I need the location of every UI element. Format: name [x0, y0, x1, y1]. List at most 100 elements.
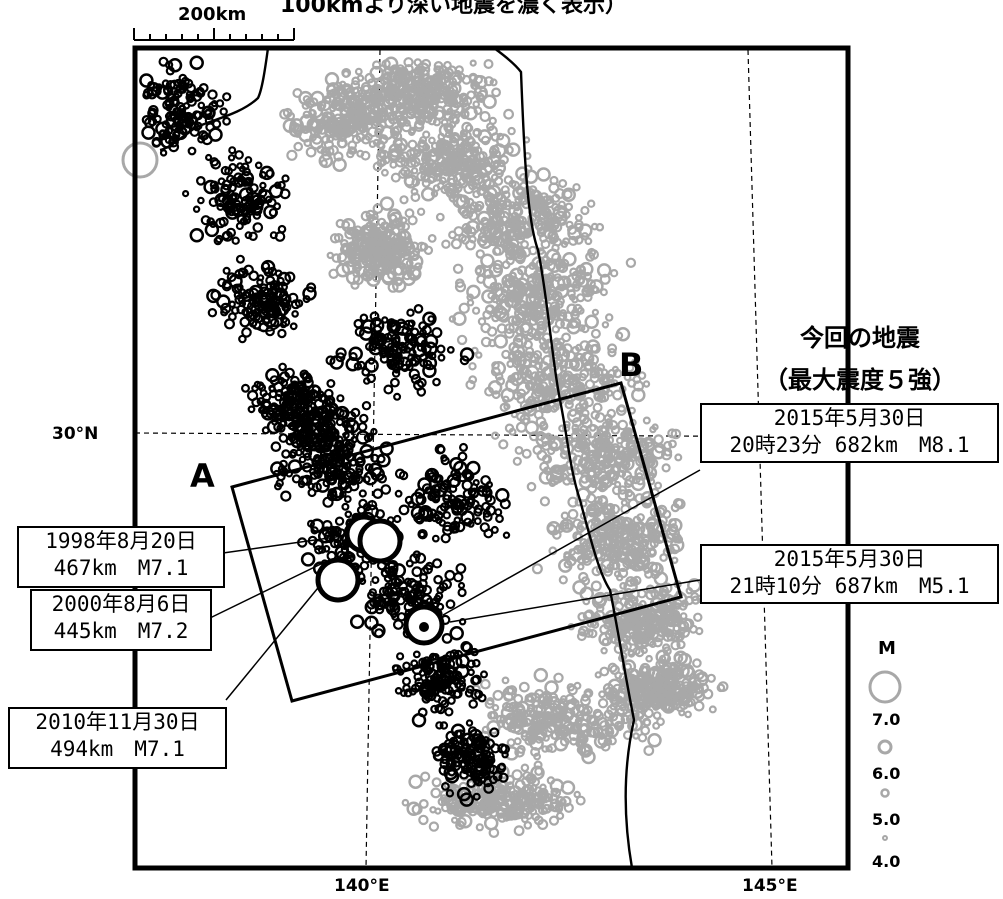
deep-epicenter-dot — [269, 375, 280, 386]
shallow-epicenter-dot — [351, 86, 360, 95]
shallow-epicenter-dot — [352, 269, 361, 278]
shallow-epicenter-dot — [499, 402, 509, 412]
shallow-epicenter-dot — [637, 693, 646, 702]
shallow-epicenter-dot — [525, 288, 536, 299]
deep-epicenter-dot — [286, 384, 297, 395]
deep-epicenter-dot — [178, 84, 188, 94]
deep-epicenter-dot — [362, 475, 371, 484]
annotation-detail: 21時10分 687km M5.1 — [729, 574, 970, 598]
deep-epicenter-dot — [297, 380, 307, 390]
shallow-epicenter-dot — [387, 270, 397, 281]
shallow-epicenter-dot — [484, 178, 496, 190]
shallow-epicenter-dot — [466, 284, 481, 300]
shallow-epicenter-dot — [544, 680, 559, 695]
deep-epicenter-dot — [241, 383, 251, 393]
shallow-epicenter-dot — [483, 76, 494, 87]
shallow-epicenter-dot — [548, 305, 557, 314]
point-a-label: A — [190, 457, 215, 495]
shallow-epicenter-dot — [491, 431, 500, 440]
deep-epicenter-dot — [300, 552, 316, 567]
shallow-epicenter-dot — [557, 275, 572, 290]
shallow-epicenter-dot — [328, 268, 339, 279]
shallow-epicenter-dot — [469, 201, 479, 211]
shallow-epicenter-dot — [423, 110, 434, 120]
shallow-epicenter-dot — [427, 147, 442, 163]
shallow-epicenter-dot — [432, 166, 443, 176]
shallow-epicenter-dot — [410, 187, 419, 196]
shallow-epicenter-dot — [446, 107, 454, 115]
shallow-epicenter-dot — [512, 226, 522, 235]
shallow-epicenter-dot — [512, 456, 522, 466]
shallow-epicenter-dot — [360, 129, 369, 137]
deep-epicenter-dot — [406, 308, 415, 317]
shallow-epicenter-dot — [513, 737, 522, 746]
shallow-epicenter-dot — [456, 138, 465, 147]
shallow-epicenter-dot — [548, 435, 563, 451]
shallow-epicenter-dot — [590, 328, 601, 339]
deep-epicenter-dot — [383, 384, 394, 395]
deep-epicenter-dot — [437, 353, 446, 362]
shallow-epicenter-dot — [620, 448, 631, 459]
shallow-epicenter-dot — [631, 524, 641, 534]
shallow-epicenter-dot — [625, 257, 637, 268]
shallow-epicenter-dot — [339, 128, 349, 138]
shallow-epicenter-dot — [452, 263, 464, 274]
shallow-epicenter-dot — [465, 379, 476, 390]
shallow-epicenter-dot — [393, 264, 405, 276]
shallow-epicenter-dot — [644, 682, 653, 691]
deep-epicenter-dot — [280, 293, 292, 305]
shallow-epicenter-dot — [347, 252, 357, 262]
shallow-epicenter-dot — [332, 157, 347, 172]
shallow-epicenter-dot — [541, 726, 553, 738]
shallow-epicenter-dot — [590, 580, 602, 592]
shallow-epicenter-dot — [625, 363, 635, 373]
shallow-epicenter-dot — [370, 121, 379, 130]
shallow-epicenter-dot — [463, 105, 478, 121]
deep-epicenter-dot — [253, 307, 261, 315]
shallow-epicenter-dot — [609, 664, 620, 676]
shallow-epicenter-dot — [523, 820, 533, 830]
shallow-epicenter-dot — [605, 313, 614, 322]
deep-epicenter-dot — [455, 563, 467, 574]
deep-epicenter-dot — [148, 105, 159, 116]
shallow-epicenter-dot — [398, 238, 409, 250]
shallow-epicenter-dot — [512, 714, 524, 726]
shallow-epicenter-dot — [667, 428, 678, 439]
shallow-epicenter-dot — [526, 773, 535, 782]
legend-level-6: 6.0 — [872, 764, 901, 783]
shallow-epicenter-dot — [623, 579, 638, 594]
shallow-epicenter-dot — [506, 781, 515, 789]
shallow-epicenter-dot — [410, 166, 419, 175]
shallow-epicenter-dot — [366, 272, 381, 287]
deep-epicenter-dot — [244, 156, 253, 164]
shallow-epicenter-dot — [529, 289, 539, 299]
shallow-epicenter-dot — [579, 261, 594, 277]
deep-epicenter-dot — [343, 495, 352, 504]
shallow-epicenter-dot — [613, 550, 623, 560]
shallow-epicenter-dot — [472, 100, 481, 109]
deep-epicenter-dot — [182, 190, 190, 198]
shallow-epicenter-dot — [531, 799, 539, 807]
shallow-epicenter-dot — [491, 361, 500, 370]
shallow-epicenter-dot — [659, 588, 669, 599]
shallow-epicenter-dot — [456, 334, 468, 346]
shallow-epicenter-dot — [587, 507, 597, 517]
shallow-epicenter-dot — [450, 238, 462, 250]
annotation-date: 2015年5月30日 — [773, 547, 926, 571]
deep-epicenter-dot — [442, 511, 451, 520]
shallow-epicenter-dot — [485, 801, 496, 813]
deep-epicenter-dot — [259, 283, 268, 292]
map-caption: 100kmより深い地震を濃く表示） — [280, 0, 628, 18]
deep-epicenter-dot — [231, 204, 242, 216]
annotation-2015-m51: 2015年5月30日 21時10分 687km M5.1 — [700, 544, 999, 604]
shallow-epicenter-dot — [593, 390, 605, 402]
shallow-epicenter-dot — [526, 481, 537, 492]
shallow-epicenter-dot — [529, 709, 538, 719]
shallow-epicenter-dot — [435, 78, 444, 88]
shallow-epicenter-dot — [605, 469, 616, 480]
shallow-epicenter-dot — [553, 672, 564, 684]
deep-epicenter-dot — [359, 413, 369, 424]
graticule-lon-140 — [365, 49, 381, 869]
deep-epicenter-dot — [265, 367, 280, 383]
shallow-epicenter-dot — [638, 625, 647, 634]
